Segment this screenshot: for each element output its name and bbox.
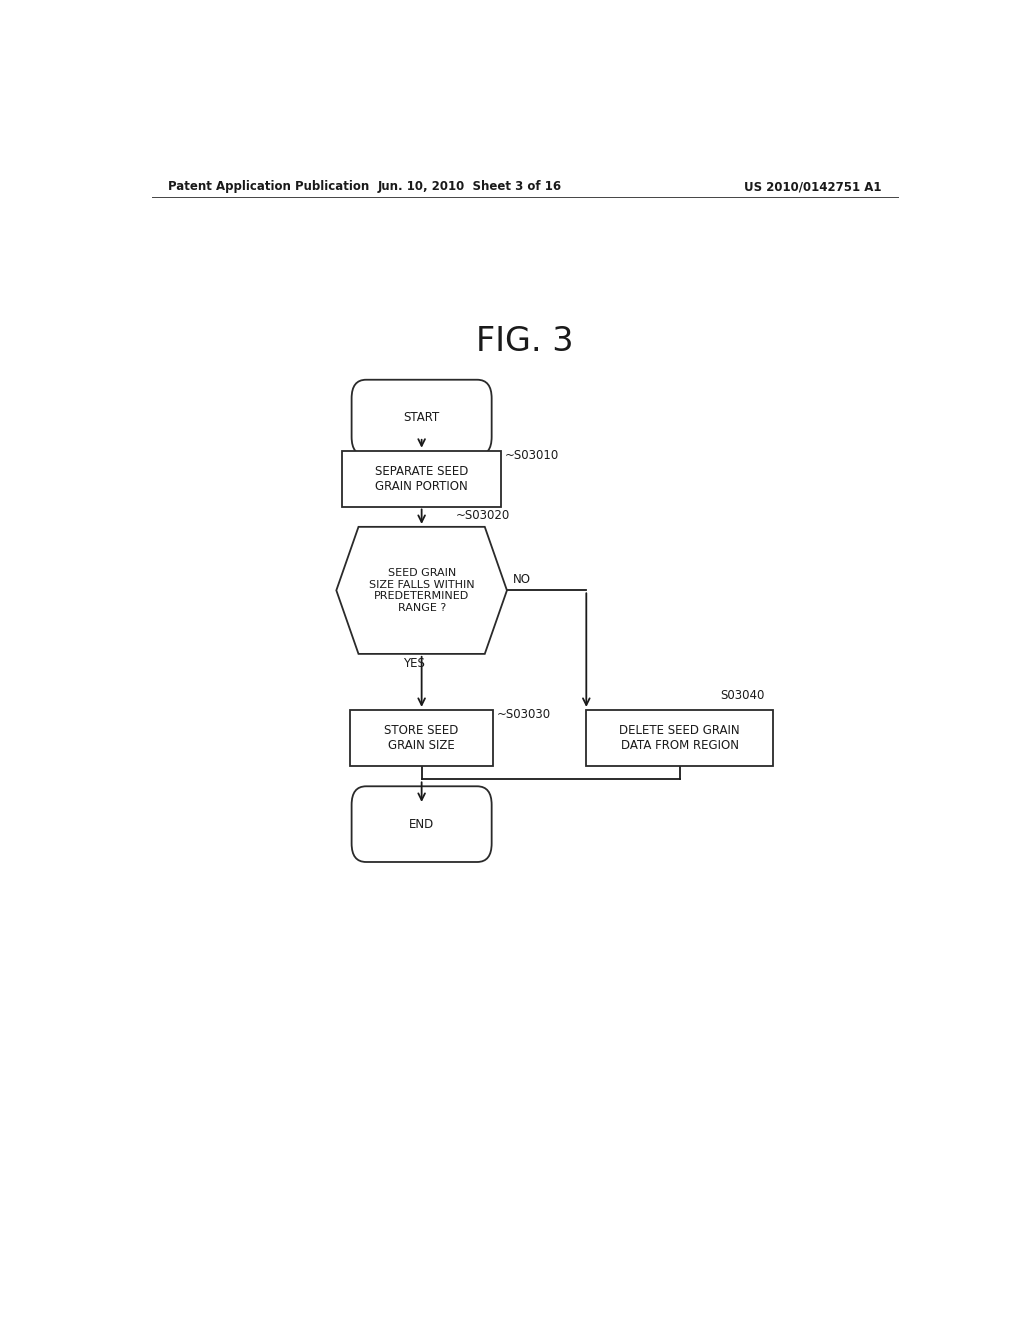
FancyBboxPatch shape	[351, 380, 492, 455]
Bar	[342, 450, 501, 507]
Text: ~S03030: ~S03030	[497, 709, 551, 721]
Text: Jun. 10, 2010  Sheet 3 of 16: Jun. 10, 2010 Sheet 3 of 16	[377, 181, 561, 193]
Text: START: START	[403, 411, 439, 424]
Text: END: END	[409, 817, 434, 830]
Text: SEED GRAIN
SIZE FALLS WITHIN
PREDETERMINED
RANGE ?: SEED GRAIN SIZE FALLS WITHIN PREDETERMIN…	[369, 568, 474, 612]
Text: FIG. 3: FIG. 3	[476, 325, 573, 358]
Text: US 2010/0142751 A1: US 2010/0142751 A1	[744, 181, 882, 193]
Text: ~S03010: ~S03010	[505, 449, 559, 462]
Text: Patent Application Publication: Patent Application Publication	[168, 181, 369, 193]
Text: STORE SEED
GRAIN SIZE: STORE SEED GRAIN SIZE	[384, 723, 459, 752]
Polygon shape	[336, 527, 507, 653]
Text: SEPARATE SEED
GRAIN PORTION: SEPARATE SEED GRAIN PORTION	[375, 465, 468, 492]
Text: DELETE SEED GRAIN
DATA FROM REGION: DELETE SEED GRAIN DATA FROM REGION	[620, 723, 740, 752]
Text: ~S03020: ~S03020	[456, 508, 510, 521]
Text: NO: NO	[513, 573, 531, 586]
Text: S03040: S03040	[721, 689, 765, 702]
FancyBboxPatch shape	[351, 787, 492, 862]
Bar	[350, 710, 494, 766]
Text: YES: YES	[402, 657, 425, 671]
Bar	[587, 710, 773, 766]
